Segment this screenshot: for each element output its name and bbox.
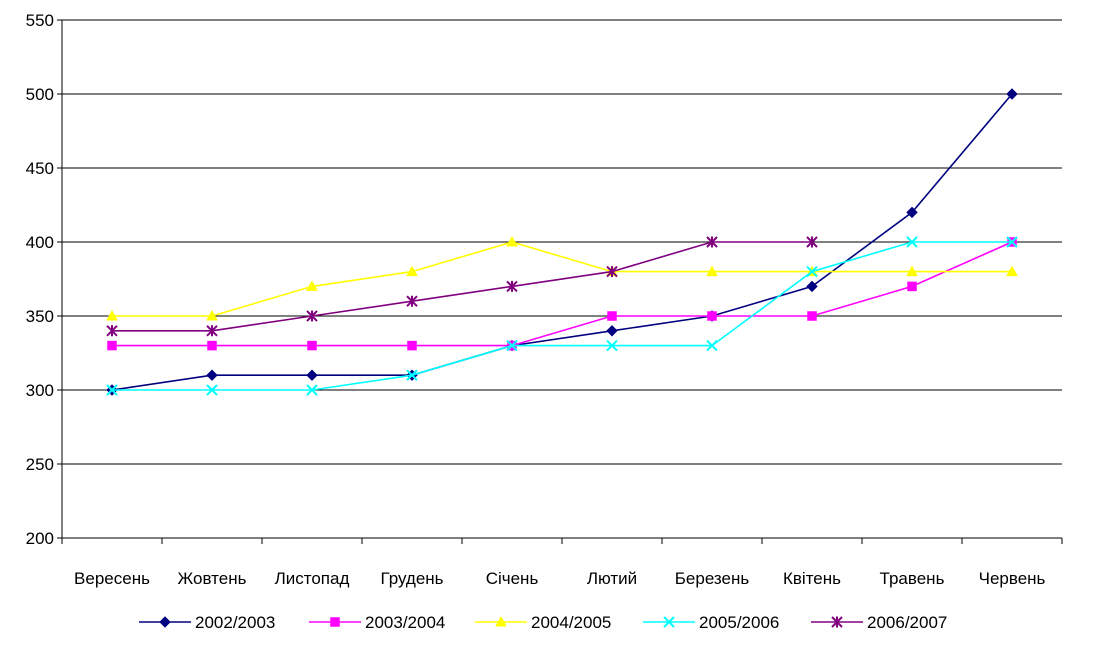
data-point: [806, 236, 818, 248]
data-point: [607, 311, 617, 321]
data-point: [106, 384, 118, 396]
data-point: [506, 339, 518, 352]
y-tick-label: 300: [26, 381, 54, 400]
data-point: [330, 617, 340, 627]
data-point: [706, 339, 718, 352]
x-tick-label: Травень: [880, 569, 945, 588]
data-point: [306, 280, 318, 291]
data-point: [907, 281, 917, 292]
data-point: [506, 235, 518, 247]
data-point: [906, 206, 918, 219]
data-point: [606, 325, 618, 337]
data-point: [831, 616, 843, 628]
series-line: [112, 241, 1013, 347]
x-tick-label: Червень: [979, 569, 1046, 588]
data-point: [706, 265, 718, 277]
legend: 2002/2003 2003/2004 2004/2005 2005/2006 2006…: [139, 613, 947, 632]
x-tick-label: Квітень: [783, 569, 841, 588]
legend-item: 2003/2004: [309, 613, 445, 632]
series-2005-2006: [106, 236, 1018, 396]
series-line: [112, 241, 1012, 317]
legend-label: 2006/2007: [867, 613, 947, 632]
data-point: [206, 384, 218, 396]
series-2006-2007: [106, 236, 818, 337]
data-point: [407, 340, 417, 351]
data-point: [306, 369, 318, 381]
series-line: [111, 93, 1013, 391]
data-point: [106, 309, 118, 321]
x-tick-label: Березень: [675, 569, 750, 588]
legend-label: 2004/2005: [531, 613, 611, 632]
series-line: [112, 241, 812, 332]
legend-item: 2005/2006: [643, 613, 779, 632]
data-point: [107, 340, 117, 351]
data-point: [663, 616, 675, 628]
data-point: [1006, 88, 1018, 100]
y-tick-label: 200: [26, 529, 54, 548]
data-point: [606, 339, 618, 352]
data-point: [307, 340, 317, 351]
data-point: [806, 265, 818, 278]
data-point: [406, 265, 418, 277]
data-point: [906, 265, 918, 277]
data-point: [606, 265, 618, 278]
legend-item: 2006/2007: [811, 613, 947, 632]
data-point: [807, 311, 817, 321]
x-tick-label: Вересень: [74, 569, 150, 588]
x-tick-label: Листопад: [275, 569, 350, 588]
data-point: [206, 369, 218, 381]
data-point: [207, 340, 217, 351]
data-point: [506, 280, 518, 293]
series-2003-2004: [107, 237, 1017, 351]
data-point: [106, 325, 118, 337]
legend-item: 2002/2003: [139, 613, 275, 632]
axes: 200 250 300 350 400 450 500 550 Вересень Жовтень Л…: [26, 11, 1063, 588]
legend-label: 2005/2006: [699, 613, 779, 632]
data-point: [159, 616, 171, 628]
data-point: [806, 280, 818, 293]
x-tick-label: Січень: [486, 569, 539, 588]
x-tick-label: Грудень: [380, 569, 443, 588]
legend-item: 2004/2005: [475, 613, 611, 632]
y-tick-label: 250: [26, 455, 54, 474]
data-point: [906, 236, 918, 248]
data-point: [206, 325, 218, 337]
data-point: [495, 615, 507, 627]
data-point: [1006, 265, 1018, 277]
data-point: [706, 236, 718, 248]
y-tick-label: 400: [26, 233, 54, 252]
data-point: [306, 384, 318, 396]
data-point: [1006, 236, 1018, 248]
y-tick-label: 500: [26, 85, 54, 104]
legend-label: 2002/2003: [195, 613, 275, 632]
x-tick-label: Жовтень: [178, 569, 247, 588]
series: [106, 88, 1018, 396]
data-point: [206, 309, 218, 321]
legend-label: 2003/2004: [365, 613, 445, 632]
data-point: [707, 311, 717, 321]
series-line: [112, 241, 1012, 391]
data-point: [406, 369, 418, 381]
data-point: [406, 295, 418, 307]
y-tick-label: 350: [26, 307, 54, 326]
data-point: [306, 310, 318, 322]
y-tick-label: 550: [26, 11, 54, 30]
x-tick-label: Лютий: [587, 569, 637, 588]
y-tick-label: 450: [26, 159, 54, 178]
